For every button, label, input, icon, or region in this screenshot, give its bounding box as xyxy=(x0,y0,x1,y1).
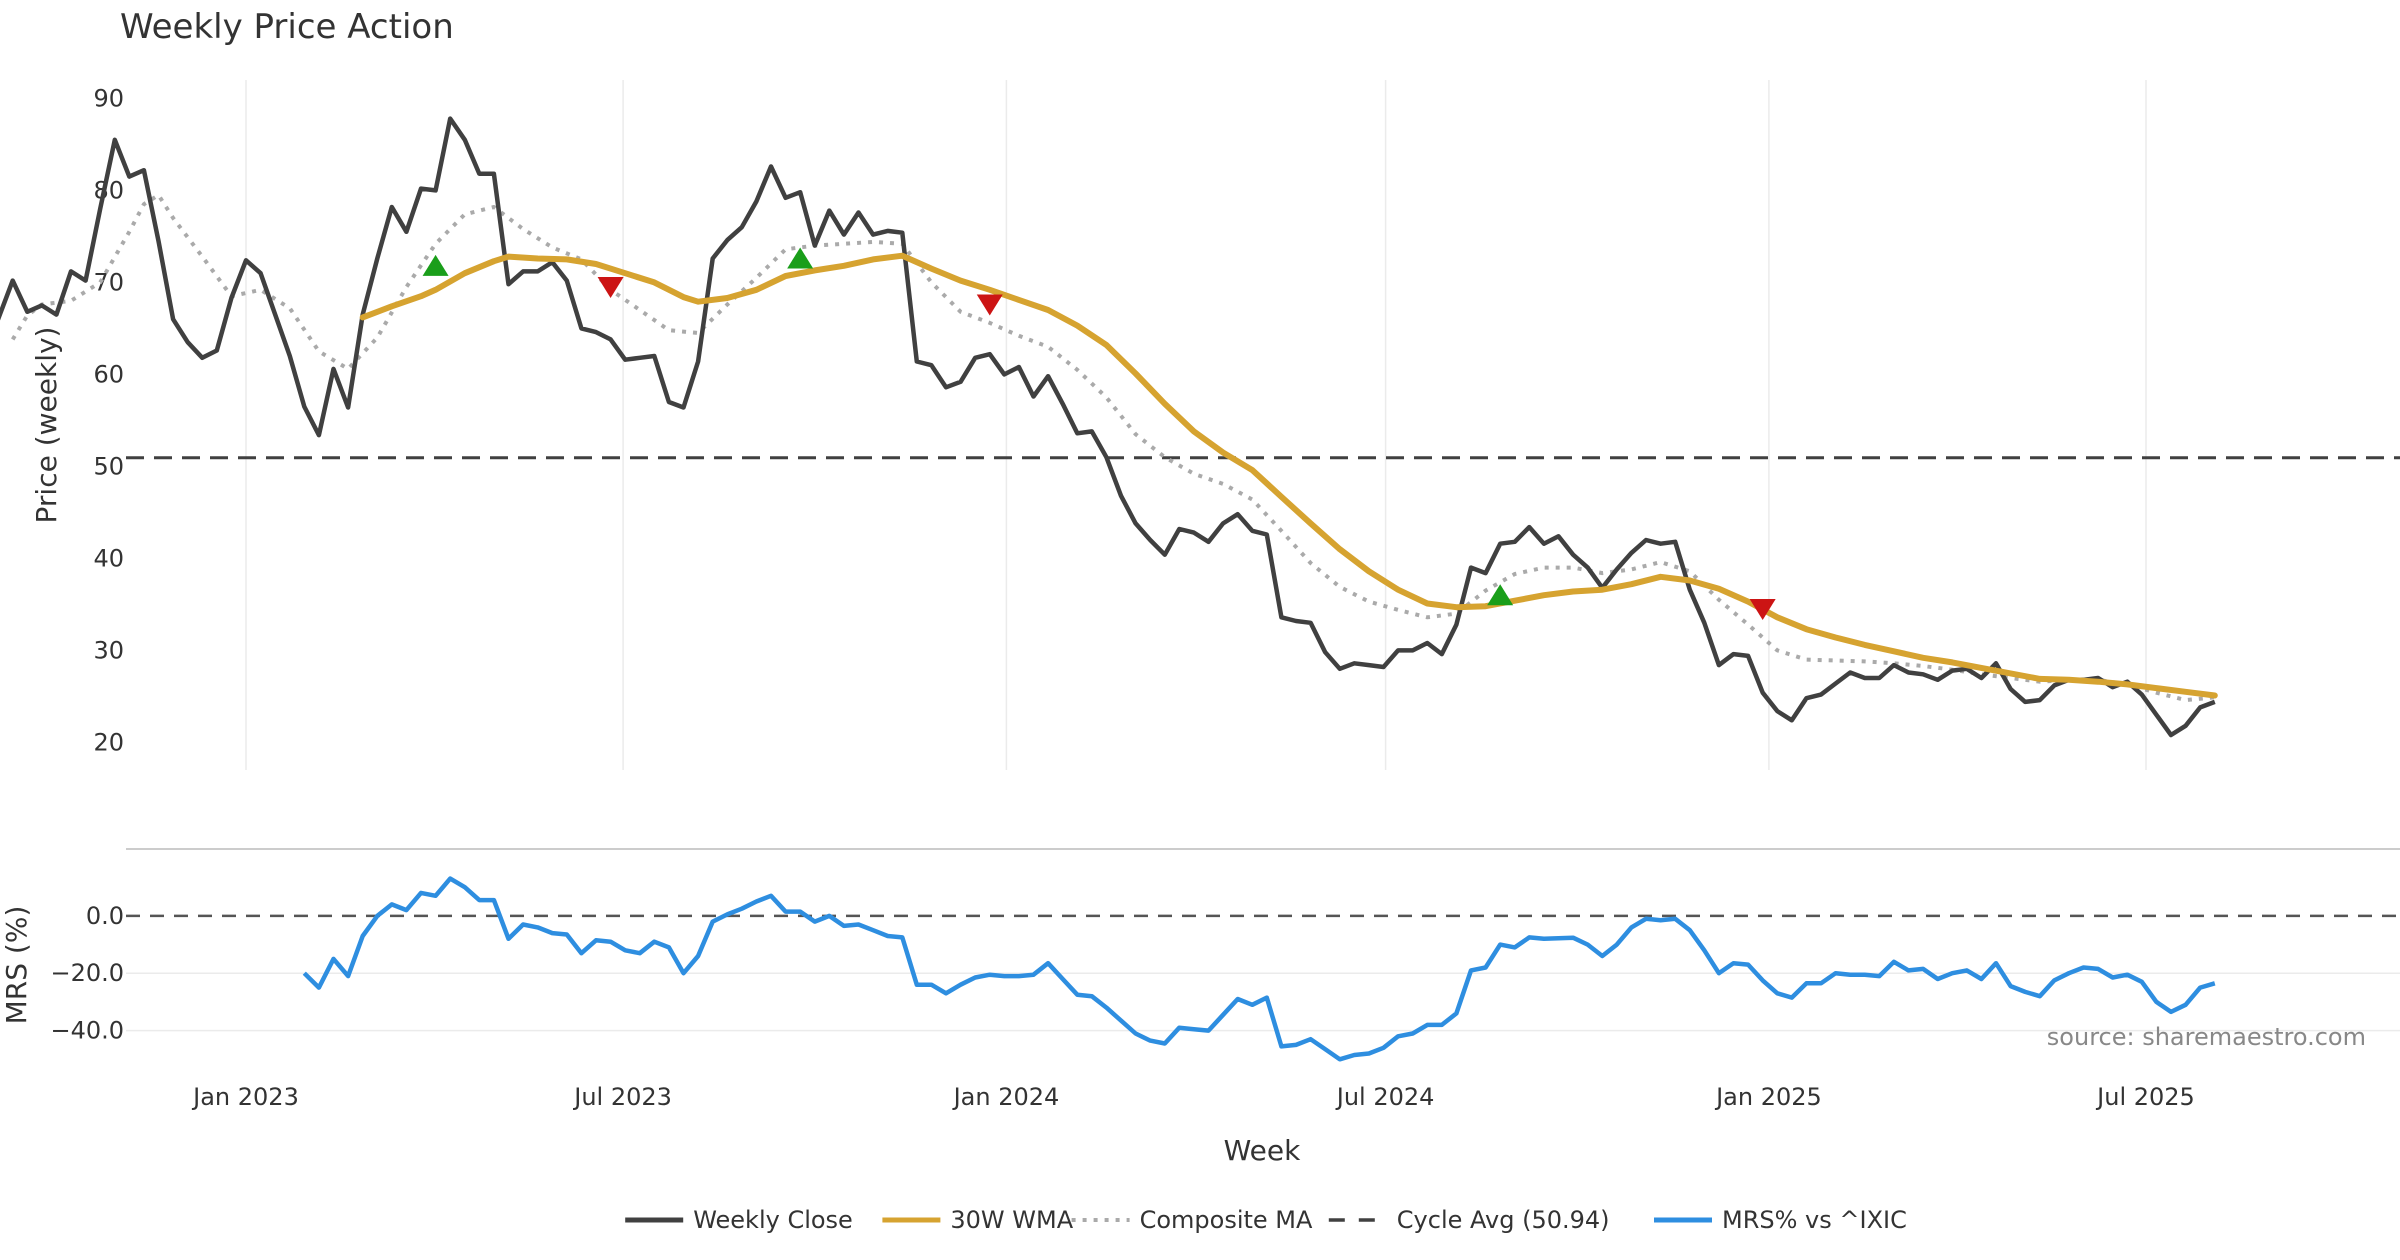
x-tick-label: Jul 2025 xyxy=(2095,1083,2195,1111)
buy-signal-marker xyxy=(787,247,814,269)
sell-signal-marker xyxy=(597,277,624,298)
mrs-line xyxy=(302,876,2216,1062)
buy-signal-marker xyxy=(1487,584,1514,606)
x-tick-label: Jan 2025 xyxy=(1714,1083,1822,1111)
sell-signal-marker xyxy=(976,294,1003,316)
legend-label: MRS% vs ^IXIC xyxy=(1722,1206,1907,1234)
price-y-tick-label: 30 xyxy=(93,636,124,664)
signal-markers xyxy=(422,247,1776,620)
price-y-tick-label: 20 xyxy=(93,728,124,756)
wma-30w-line xyxy=(359,252,2218,699)
x-tick-labels: Jan 2023 Jul 2023 Jan 2024 Jul 2024 Jan 2025… xyxy=(191,1083,2195,1111)
x-axis-title: Week xyxy=(1224,1134,1301,1167)
x-tick-label: Jul 2023 xyxy=(572,1083,672,1111)
source-credit: source: sharemaestro.com xyxy=(2047,1023,2366,1051)
legend-label: Weekly Close xyxy=(693,1206,853,1234)
x-tick-label: Jan 2023 xyxy=(191,1083,299,1111)
chart-legend: Weekly Close 30W WMA Composite MA Cycle Avg… xyxy=(625,1206,1907,1234)
weekly-close-line xyxy=(0,116,2216,738)
sell-signal-marker xyxy=(1749,599,1776,620)
price-y-tick-label: 50 xyxy=(93,452,124,480)
price-y-axis-title: Price (weekly) xyxy=(30,327,63,524)
x-tick-label: Jul 2024 xyxy=(1335,1083,1435,1111)
chart-title: Weekly Price Action xyxy=(120,7,454,47)
price-y-tick-label: 70 xyxy=(93,268,124,296)
price-y-tick-label: 90 xyxy=(93,84,124,112)
legend-label: Cycle Avg (50.94) xyxy=(1397,1206,1610,1234)
mrs-y-tick-label: 0.0 xyxy=(86,902,124,930)
mrs-y-tick-label: −40.0 xyxy=(50,1017,124,1045)
mrs-y-tick-label: −20.0 xyxy=(50,959,124,987)
price-y-tick-label: 80 xyxy=(93,176,124,204)
price-y-tick-labels: 20 30 40 50 60 70 80 90 xyxy=(93,84,124,756)
price-gridlines xyxy=(245,80,2147,770)
mrs-y-tick-labels: 0.0 −20.0 −40.0 xyxy=(50,902,124,1045)
buy-signal-marker xyxy=(422,254,449,276)
price-y-tick-label: 40 xyxy=(93,544,124,572)
mrs-y-axis-title: MRS (%) xyxy=(0,906,33,1025)
x-tick-label: Jan 2024 xyxy=(952,1083,1060,1111)
legend-label: 30W WMA xyxy=(950,1206,1073,1234)
mrs-gridlines xyxy=(126,972,2400,1032)
legend-label: Composite MA xyxy=(1140,1206,1313,1234)
composite-ma-line xyxy=(10,193,2215,703)
price-y-tick-label: 60 xyxy=(93,360,124,388)
